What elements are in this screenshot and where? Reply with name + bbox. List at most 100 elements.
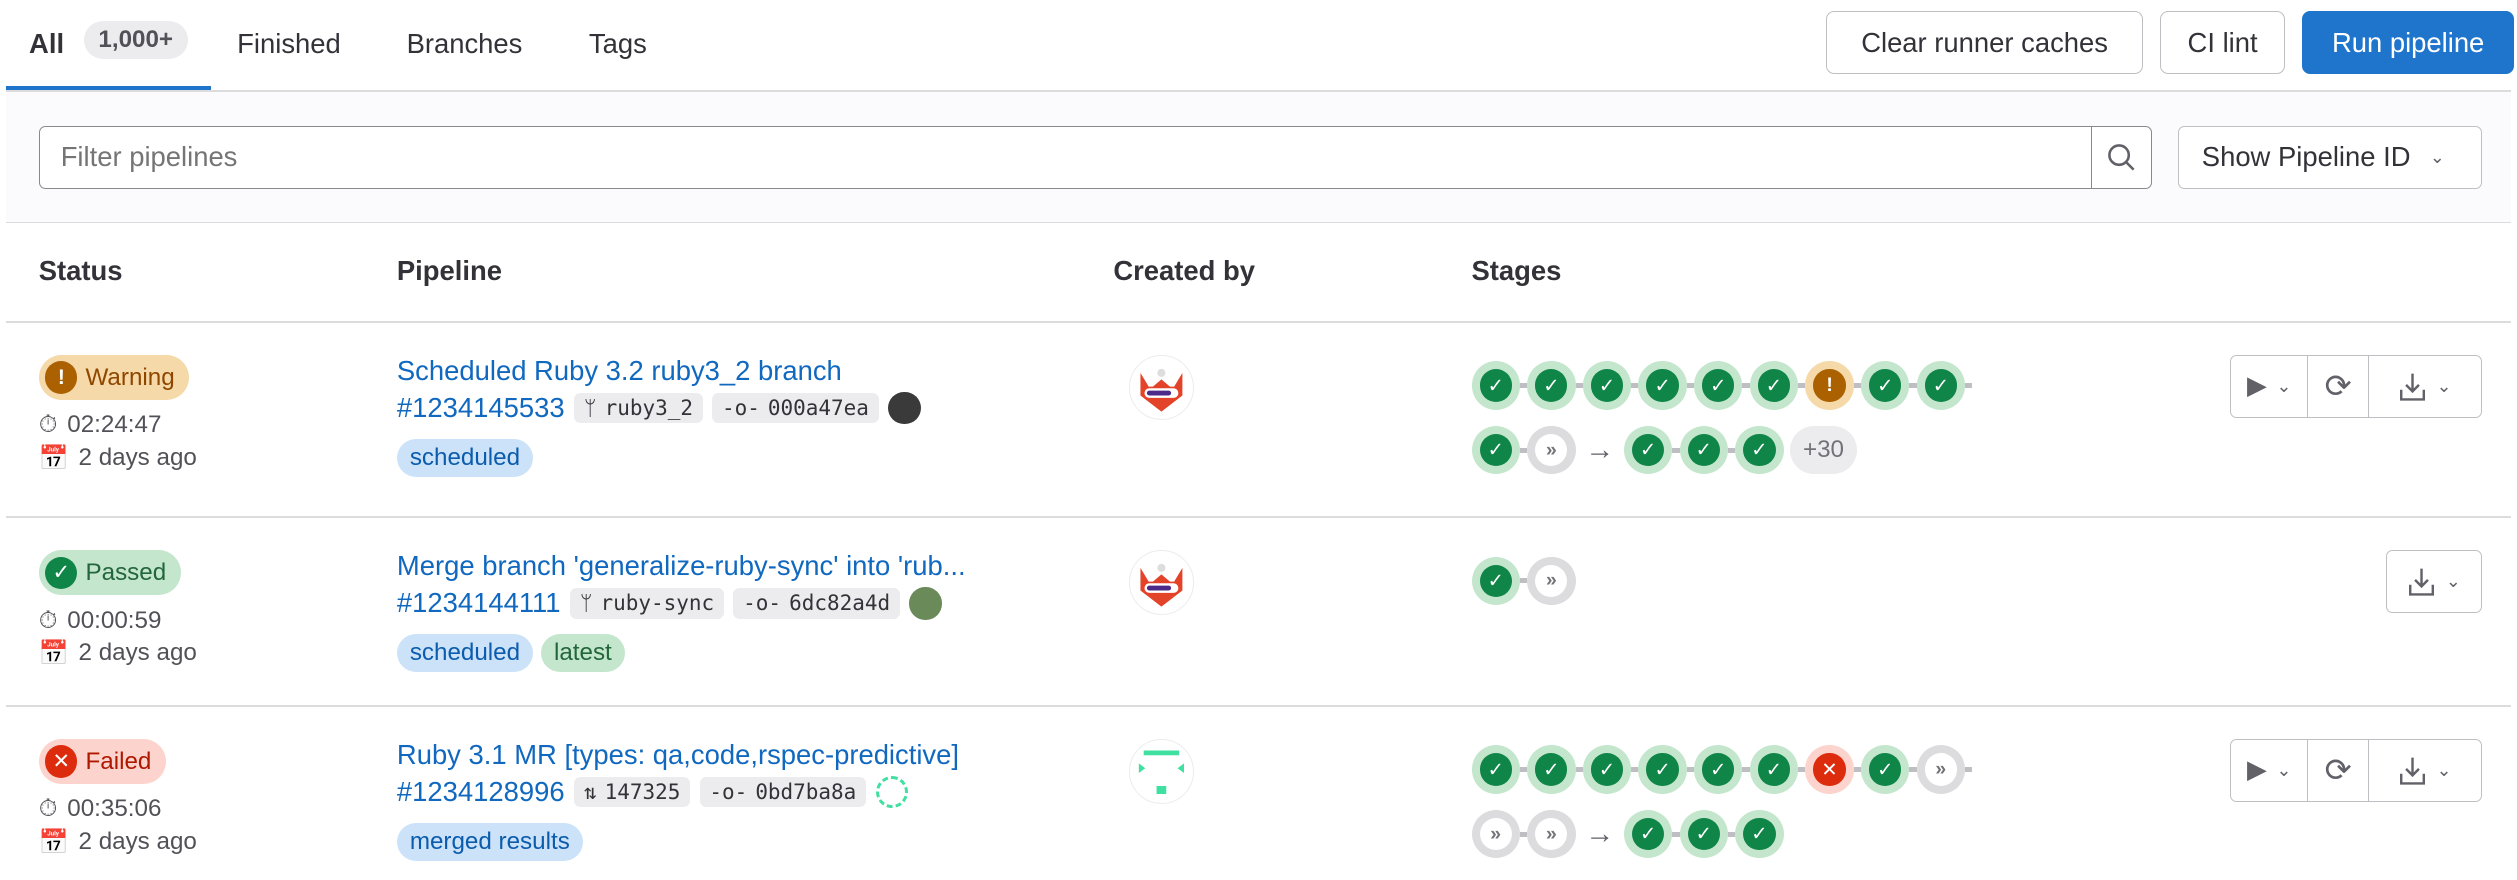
creator-avatar[interactable] bbox=[1129, 354, 1194, 420]
retry-button[interactable]: ⟳ bbox=[2307, 355, 2367, 417]
commit-chip[interactable]: -o- 6dc82a4d bbox=[733, 588, 900, 619]
stage-connector bbox=[1909, 383, 1917, 389]
stage-success[interactable]: ✓ bbox=[1638, 745, 1687, 794]
column-header-stages: Stages bbox=[1471, 254, 1562, 286]
status-badge[interactable]: ! Warning bbox=[38, 354, 190, 401]
merge-request-icon: ⇅ bbox=[583, 780, 597, 805]
stage-success[interactable]: ✓ bbox=[1860, 745, 1910, 794]
duration-value: 00:00:59 bbox=[67, 606, 162, 634]
download-icon bbox=[2399, 757, 2425, 785]
commit-chip[interactable]: -o- 000a47ea bbox=[712, 392, 879, 424]
stage-connector bbox=[1519, 831, 1528, 837]
pipeline-title-link[interactable]: Merge branch 'generalize-ruby-sync' into… bbox=[396, 550, 966, 582]
stage-success[interactable]: ✓ bbox=[1527, 361, 1576, 410]
run-pipeline-button[interactable]: Run pipeline bbox=[2302, 11, 2514, 75]
manual-jobs-dropdown[interactable]: ▶ ⌄ bbox=[2231, 740, 2308, 801]
pipeline-id-link[interactable]: #1234145533 bbox=[396, 392, 565, 424]
status-success-icon: ✓ bbox=[1479, 434, 1512, 467]
pipeline-title-link[interactable]: Scheduled Ruby 3.2 ruby3_2 branch bbox=[396, 354, 842, 386]
filter-bar: Show Pipeline ID ⌄ bbox=[6, 91, 2511, 223]
manual-jobs-dropdown[interactable]: ▶ ⌄ bbox=[2231, 356, 2308, 417]
branch-icon: ᛘ bbox=[579, 591, 593, 616]
pipeline-id-link[interactable]: #1234144111 bbox=[396, 587, 561, 619]
commit-author-avatar[interactable] bbox=[875, 776, 908, 809]
stage-success[interactable]: ✓ bbox=[1582, 745, 1632, 794]
stage-success[interactable]: ✓ bbox=[1694, 361, 1743, 410]
pipeline-id-link[interactable]: #1234128996 bbox=[396, 776, 565, 808]
stages-row: ✓ ✓ ✓ ✓ ✓ ✓! ✓ ✓ bbox=[1471, 360, 1973, 412]
pipeline-actions: ⌄ bbox=[2386, 550, 2482, 614]
tab-branches[interactable]: Branches bbox=[406, 27, 523, 59]
downstream-arrow-icon: → bbox=[1585, 433, 1615, 466]
stage-success[interactable]: ✓ bbox=[1582, 361, 1632, 410]
commit-chip[interactable]: -o- 0bd7ba8a bbox=[699, 776, 866, 808]
ref-chip[interactable]: ᛘ ruby-sync bbox=[570, 588, 724, 619]
stage-connector bbox=[1672, 831, 1680, 837]
stage-success[interactable]: ✓ bbox=[1471, 745, 1520, 794]
status-success-icon: ✓ bbox=[1479, 369, 1512, 402]
ref-chip[interactable]: ᛘ ruby3_2 bbox=[574, 392, 703, 424]
stage-success[interactable]: ✓ bbox=[1623, 809, 1673, 859]
download-artifacts-dropdown[interactable]: ⌄ bbox=[2367, 355, 2481, 417]
status-success-icon: ✓ bbox=[1687, 818, 1720, 851]
pipeline-actions: ▶ ⌄ ⟳ ⌄ bbox=[2229, 738, 2482, 802]
finished-value: 2 days ago bbox=[78, 639, 197, 667]
download-artifacts-dropdown[interactable]: ⌄ bbox=[2367, 739, 2481, 801]
stage-skipped[interactable]: » bbox=[1916, 745, 1966, 794]
ref-chip[interactable]: ⇅ 147325 bbox=[574, 776, 691, 808]
retry-button[interactable]: ⟳ bbox=[2307, 739, 2367, 801]
show-pipeline-id-dropdown[interactable]: Show Pipeline ID ⌄ bbox=[2178, 125, 2482, 189]
stage-success[interactable]: ✓ bbox=[1916, 361, 1966, 410]
status-success-icon: ✓ bbox=[1590, 753, 1624, 786]
tab-all[interactable]: All bbox=[29, 26, 64, 62]
creator-avatar[interactable] bbox=[1129, 738, 1194, 804]
stage-success[interactable]: ✓ bbox=[1860, 361, 1910, 410]
stage-success[interactable]: ✓ bbox=[1471, 556, 1520, 606]
ci-lint-button[interactable]: CI lint bbox=[2160, 11, 2285, 75]
stage-connector bbox=[1742, 767, 1750, 773]
stage-skipped[interactable]: » bbox=[1527, 425, 1576, 475]
status-badge[interactable]: ✓ Passed bbox=[38, 550, 181, 596]
timer-icon: ⏱ bbox=[38, 606, 58, 634]
stage-skipped[interactable]: » bbox=[1527, 556, 1576, 606]
stage-skipped[interactable]: » bbox=[1471, 809, 1520, 859]
stage-connector bbox=[1519, 767, 1528, 773]
search-button[interactable] bbox=[2091, 125, 2153, 189]
stage-success[interactable]: ✓ bbox=[1638, 361, 1687, 410]
tab-finished[interactable]: Finished bbox=[237, 27, 341, 59]
status-badge[interactable]: ✕ Failed bbox=[38, 738, 166, 785]
commit-author-avatar[interactable] bbox=[888, 392, 921, 425]
stage-success[interactable]: ✓ bbox=[1527, 745, 1576, 794]
filter-pipelines-input[interactable] bbox=[38, 125, 2092, 189]
stages-row: ✓» bbox=[1471, 555, 1576, 607]
stage-connector bbox=[1519, 447, 1528, 453]
pipeline-title-link[interactable]: Ruby 3.1 MR [types: qa,code,rspec-predic… bbox=[396, 738, 959, 770]
stage-success[interactable]: ✓ bbox=[1679, 809, 1728, 859]
clear-runner-caches-button[interactable]: Clear runner caches bbox=[1826, 11, 2143, 75]
more-stages-badge[interactable]: +30 bbox=[1790, 425, 1857, 475]
stage-success[interactable]: ✓ bbox=[1694, 745, 1743, 794]
stage-success[interactable]: ✓ bbox=[1623, 425, 1673, 475]
stage-skipped[interactable]: » bbox=[1527, 809, 1576, 859]
stage-success[interactable]: ✓ bbox=[1749, 361, 1799, 410]
commit-author-avatar[interactable] bbox=[909, 587, 942, 620]
tab-tags[interactable]: Tags bbox=[588, 27, 647, 59]
stage-success[interactable]: ✓ bbox=[1471, 361, 1520, 410]
pipeline-tags: scheduled bbox=[396, 438, 533, 477]
finished-at: 📅 2 days ago bbox=[39, 639, 197, 668]
stage-success[interactable]: ✓ bbox=[1735, 809, 1784, 859]
stage-warning[interactable]: ! bbox=[1805, 361, 1854, 410]
stage-connector bbox=[1575, 767, 1583, 773]
creator-avatar[interactable] bbox=[1129, 550, 1194, 615]
tag-badge: scheduled bbox=[396, 634, 533, 672]
stage-connector bbox=[1686, 767, 1695, 773]
calendar-icon: 📅 bbox=[38, 639, 69, 667]
status-success-icon: ✓ bbox=[1646, 753, 1679, 786]
chevron-down-icon: ⌄ bbox=[2429, 146, 2445, 167]
download-artifacts-dropdown[interactable]: ⌄ bbox=[2387, 551, 2480, 612]
stage-success[interactable]: ✓ bbox=[1735, 425, 1784, 475]
stage-success[interactable]: ✓ bbox=[1471, 425, 1520, 475]
stage-failed[interactable]: ✕ bbox=[1805, 745, 1854, 794]
stage-success[interactable]: ✓ bbox=[1749, 745, 1799, 794]
stage-success[interactable]: ✓ bbox=[1679, 425, 1728, 475]
